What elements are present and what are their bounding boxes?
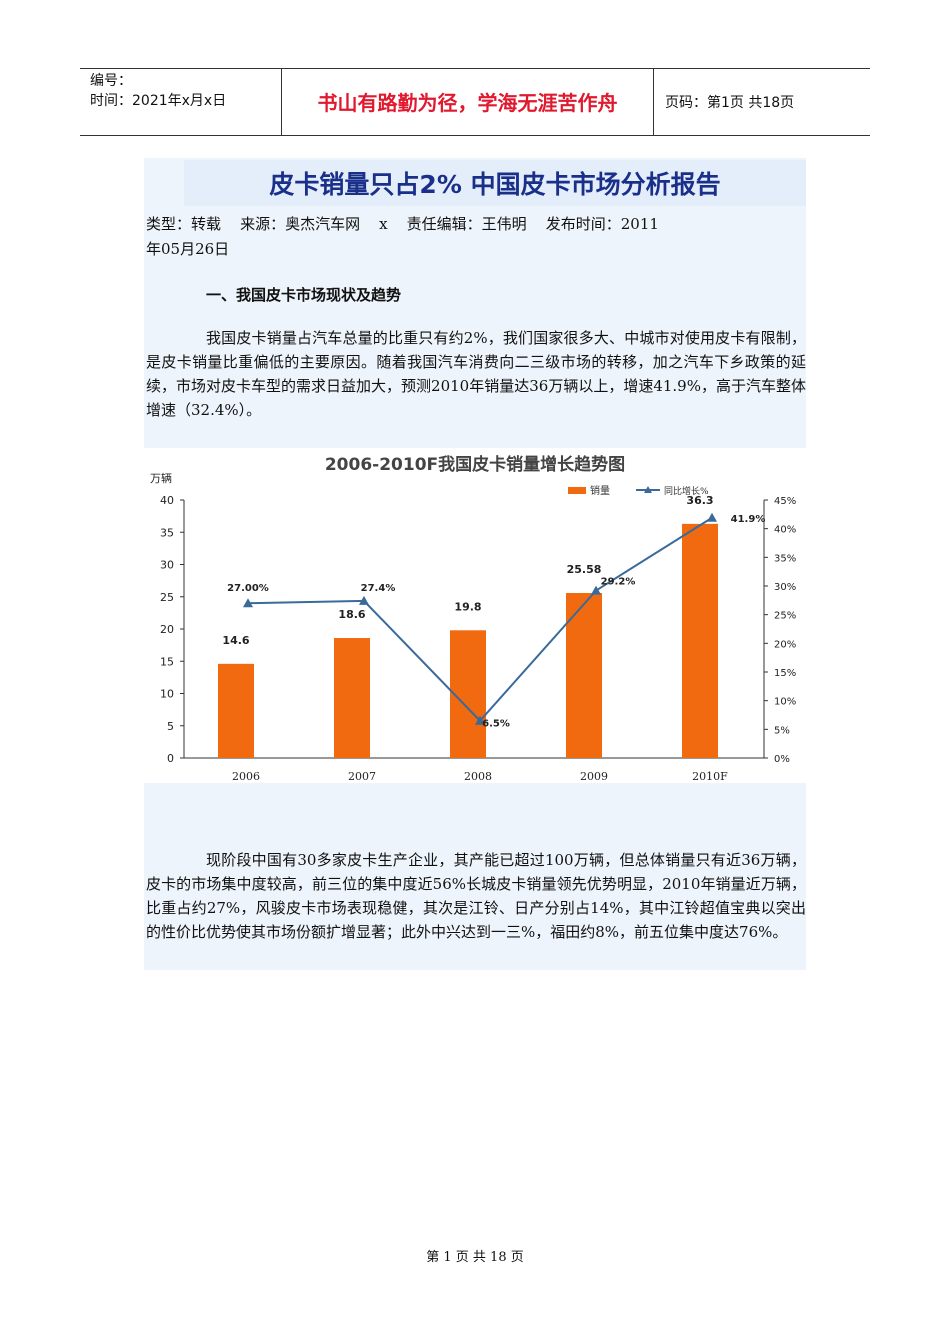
legend-bar-label: 销量 — [590, 484, 610, 497]
header-table: 编号： 时间：2021年x月x日 书山有路勤为径，学海无涯苦作舟 页码：第1页 … — [80, 68, 870, 136]
bar-2008 — [450, 630, 486, 758]
left-tick-label: 15 — [160, 655, 174, 668]
legend-line-marker — [644, 486, 652, 493]
growth-point — [243, 598, 253, 608]
bar-2006 — [218, 663, 254, 758]
bar-2007 — [334, 638, 370, 758]
right-tick-label: 30% — [774, 582, 796, 593]
legend-line-label: 同比增长% — [664, 485, 709, 497]
x-tick-label: 2010F — [692, 770, 728, 783]
left-tick-label: 0 — [167, 752, 174, 765]
legend-bar-swatch — [568, 487, 586, 494]
number-label: 编号： — [90, 73, 132, 89]
right-tick-label: 0% — [774, 754, 790, 765]
sales-chart: 2006-2010F我国皮卡销量增长趋势图万辆 0 5 10 15 20 25 30 35 40 0… — [144, 448, 806, 783]
right-tick-label: 20% — [774, 639, 796, 650]
right-tick-label: 35% — [774, 553, 796, 564]
growth-point — [707, 512, 717, 522]
left-tick-label: 25 — [160, 591, 174, 604]
left-tick-label: 20 — [160, 623, 174, 636]
meta-line-1: 类型：转载 来源：奥杰汽车网 x 责任编辑：王伟明 发布时间：2011 — [146, 215, 659, 233]
growth-label: 29.2% — [601, 577, 636, 588]
left-tick-label: 30 — [160, 559, 174, 572]
growth-label: 6.5% — [482, 719, 510, 730]
left-tick-label: 35 — [160, 526, 174, 539]
x-tick-label: 2006 — [232, 770, 260, 783]
right-tick-label: 40% — [774, 525, 796, 536]
right-tick-label: 10% — [774, 697, 796, 708]
page-footer: 第 1 页 共 18 页 — [426, 1250, 524, 1265]
bar-label: 36.3 — [686, 494, 713, 507]
bar-2010F — [682, 523, 718, 758]
chart-ylabel: 万辆 — [150, 471, 172, 485]
right-tick-label: 15% — [774, 668, 796, 679]
article-title: 皮卡销量只占2% 中国皮卡市场分析报告 — [184, 160, 806, 206]
growth-point — [359, 595, 369, 605]
growth-point — [475, 715, 485, 725]
motto: 书山有路勤为径，学海无涯苦作舟 — [282, 69, 654, 135]
growth-label: 27.4% — [361, 583, 396, 594]
left-tick-label: 10 — [160, 688, 174, 701]
x-tick-label: 2008 — [464, 770, 492, 783]
bar-label: 14.6 — [222, 634, 249, 647]
right-tick-label: 45% — [774, 496, 796, 507]
header-info-cell: 编号： 时间：2021年x月x日 — [80, 69, 282, 135]
bar-label: 18.6 — [338, 608, 365, 621]
left-tick-label: 5 — [167, 720, 174, 733]
bar-label: 19.8 — [454, 600, 481, 613]
x-tick-label: 2007 — [348, 770, 376, 783]
growth-point — [591, 585, 601, 595]
paragraph-1: 我国皮卡销量占汽车总量的比重只有约2%，我们国家很多大、中城市对使用皮卡有限制，… — [146, 329, 806, 419]
right-tick-label: 5% — [774, 725, 790, 736]
bar-2009 — [566, 593, 602, 758]
section-heading: 一、我国皮卡市场现状及趋势 — [206, 286, 402, 304]
chart-title: 2006-2010F我国皮卡销量增长趋势图 — [325, 454, 625, 475]
x-tick-label: 2009 — [580, 770, 608, 783]
page-label: 页码：第1页 共18页 — [665, 95, 795, 111]
meta-line-2: 年05月26日 — [146, 240, 230, 258]
growth-label: 41.9% — [731, 514, 766, 525]
bar-label: 25.58 — [567, 563, 602, 576]
time-label: 时间：2021年x月x日 — [90, 93, 227, 109]
article-meta: 类型：转载 来源：奥杰汽车网 x 责任编辑：王伟明 发布时间：2011 年05月… — [146, 212, 806, 262]
paragraph-2: 现阶段中国有30多家皮卡生产企业，其产能已超过100万辆，但总体销量只有近36万… — [146, 851, 806, 941]
left-tick-label: 40 — [160, 494, 174, 507]
growth-label: 27.00% — [227, 583, 269, 594]
right-tick-label: 25% — [774, 611, 796, 622]
